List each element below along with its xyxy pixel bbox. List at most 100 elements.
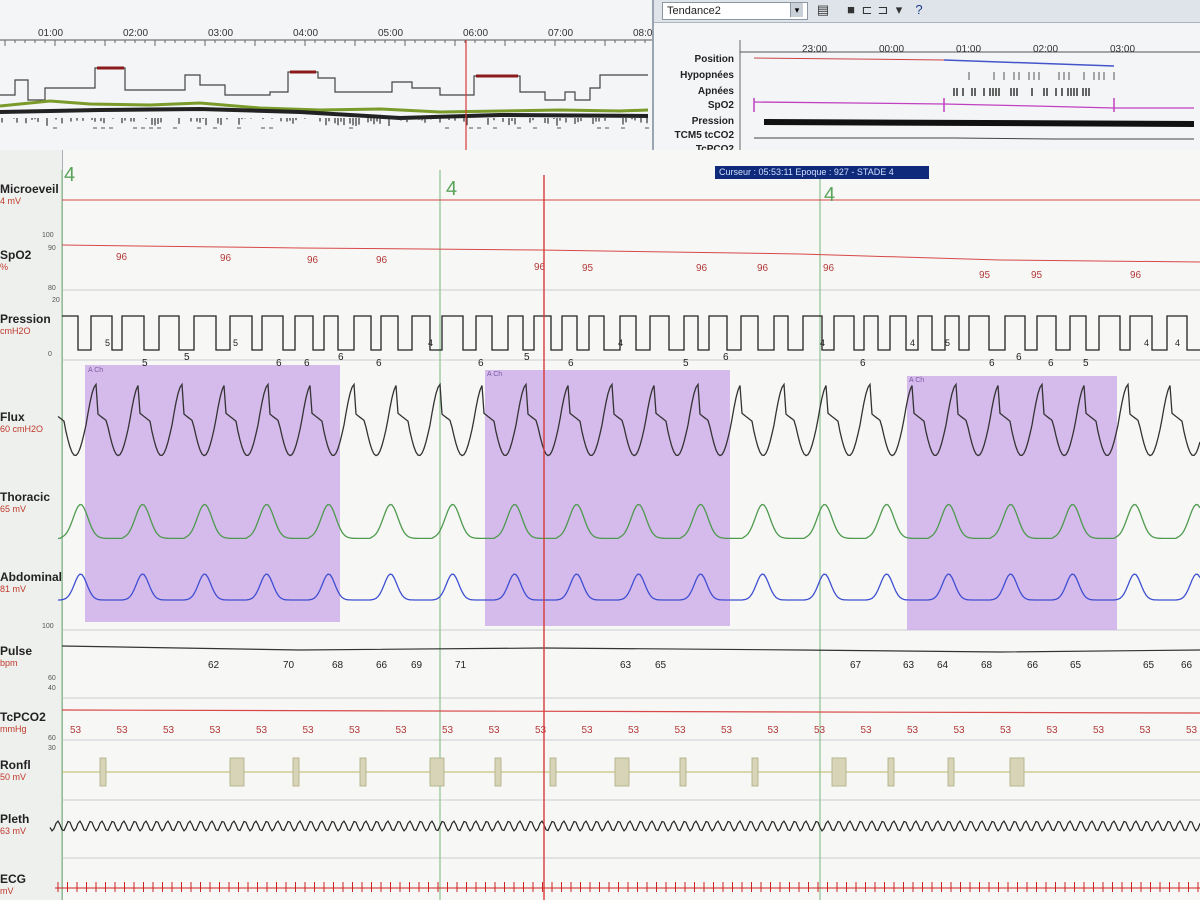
overview-time-label: 02:00 xyxy=(123,28,148,39)
tcpco2-value: 53 xyxy=(349,725,361,736)
snore-event[interactable] xyxy=(549,757,557,787)
pulse-value: 63 xyxy=(903,660,915,671)
tcpco2-value: 53 xyxy=(675,725,687,736)
folder-icon[interactable]: ⊏ xyxy=(861,2,873,17)
pulse-value: 64 xyxy=(937,660,949,671)
thoracic-trace xyxy=(58,503,1200,540)
event-apnea-box[interactable] xyxy=(85,365,340,622)
tcpco2-value: 53 xyxy=(303,725,315,736)
snore-event[interactable] xyxy=(831,757,847,787)
scale-mark: 100 xyxy=(42,232,54,239)
snore-event[interactable] xyxy=(99,757,107,787)
tcpco2-value: 53 xyxy=(70,725,82,736)
pression-value: 6 xyxy=(478,358,484,369)
spo2-value: 96 xyxy=(376,255,388,266)
overview-time-label: 01:00 xyxy=(38,28,63,39)
folder2-icon[interactable]: ⊐ xyxy=(877,2,889,17)
snore-event[interactable] xyxy=(679,757,687,787)
spo2-value: 95 xyxy=(582,263,594,274)
pulse-value: 65 xyxy=(1070,660,1082,671)
pulse-value: 66 xyxy=(1181,660,1193,671)
snore-event[interactable] xyxy=(359,757,367,787)
overview-time-label: 07:00 xyxy=(548,28,573,39)
tcpco2-value: 53 xyxy=(1140,725,1152,736)
channel-label-ronfl[interactable]: Ronfl 50 mV xyxy=(0,758,31,782)
channel-label-column: Microeveil 4 mV SpO2% Pression cmH2O Flux 6… xyxy=(0,150,63,900)
channel-label-pulse[interactable]: Pulse bpm xyxy=(0,644,33,668)
trend-select[interactable]: Tendance2 xyxy=(662,2,808,20)
tcpco2-value: 53 xyxy=(628,725,640,736)
scale-mark: 60 xyxy=(48,675,56,682)
channel-label-ecg[interactable]: ECG mV xyxy=(0,872,27,896)
pression-value: 6 xyxy=(338,352,344,363)
pression-value: 6 xyxy=(860,358,866,369)
save-icon[interactable]: ■ xyxy=(847,2,855,17)
pulse-value: 67 xyxy=(850,660,862,671)
pression-value: 6 xyxy=(1048,358,1054,369)
trend-label-apnees: Apnées xyxy=(697,86,734,97)
pulse-value: 66 xyxy=(1027,660,1039,671)
overview-time-label: 03:00 xyxy=(208,28,233,39)
pression-value: 5 xyxy=(524,352,530,363)
trend-trace-area[interactable]: 23:00 00:00 01:00 02:00 03:00 xyxy=(654,0,1200,160)
trend-label-spo2: SpO2 xyxy=(707,100,734,111)
tcpco2-value: 53 xyxy=(256,725,268,736)
trend-time-label: 03:00 xyxy=(1110,44,1135,55)
overview-panel[interactable]: 01:00 02:00 03:00 04:00 05:00 06:00 07:00 08:00 xyxy=(0,0,654,150)
scale-mark: 100 xyxy=(42,623,54,630)
cursor-info-banner: Curseur : 05:53:11 Epoque : 927 - STADE … xyxy=(715,166,929,179)
tcpco2-value: 53 xyxy=(210,725,222,736)
pression-value: 5 xyxy=(683,358,689,369)
snore-event[interactable] xyxy=(1009,757,1025,787)
channel-label-microeveil[interactable]: Microeveil 4 mV xyxy=(0,182,59,206)
tcpco2-value: 53 xyxy=(489,725,501,736)
channel-label-thoracic[interactable]: Thoracic 65 mV xyxy=(0,490,51,514)
scale-mark: 0 xyxy=(48,351,52,358)
channel-label-abdominal[interactable]: Abdominal 81 mV xyxy=(0,570,62,594)
help-icon[interactable]: ? xyxy=(915,2,923,17)
pression-value: 6 xyxy=(276,358,282,369)
channel-label-pression[interactable]: Pression cmH2O xyxy=(0,312,51,336)
event-apnea-box[interactable] xyxy=(485,370,730,626)
trash-icon[interactable]: ▾ xyxy=(895,2,903,17)
pression-value: 5 xyxy=(1083,358,1089,369)
recording-view[interactable]: Microeveil 4 mV SpO2% Pression cmH2O Flux 6… xyxy=(0,150,1200,900)
spo2-value: 96 xyxy=(534,262,546,273)
channel-label-pleth[interactable]: Pleth 63 mV xyxy=(0,812,30,836)
abdominal-trace xyxy=(58,573,1200,601)
channel-label-flux[interactable]: Flux 60 cmH2O xyxy=(0,410,44,434)
tcpco2-value: 53 xyxy=(442,725,454,736)
pulse-value: 70 xyxy=(283,660,295,671)
snore-event[interactable] xyxy=(429,757,445,787)
event-apnea-box[interactable] xyxy=(907,376,1117,630)
scale-mark: 40 xyxy=(48,685,56,692)
pression-marker: 5 xyxy=(945,338,950,348)
trend-window[interactable]: Tendance2 ▾ ▤ ■ ⊏ ⊐ ▾ ? Position Hypopné… xyxy=(654,0,1200,160)
snore-event[interactable] xyxy=(887,757,895,787)
print-icon[interactable]: ▤ xyxy=(816,2,830,17)
snore-event[interactable] xyxy=(947,757,955,787)
pulse-value: 62 xyxy=(208,660,220,671)
spo2-value: 95 xyxy=(979,270,991,281)
snore-event[interactable] xyxy=(229,757,245,787)
pression-marker: 4 xyxy=(910,338,915,348)
overview-trace-area[interactable]: 01:00 02:00 03:00 04:00 05:00 06:00 07:00 08:00 xyxy=(0,0,652,150)
snore-event[interactable] xyxy=(494,757,502,787)
tcpco2-value: 53 xyxy=(768,725,780,736)
channel-label-tcpco2[interactable]: TcPCO2 mmHg xyxy=(0,710,46,734)
pression-marker: 4 xyxy=(428,338,433,348)
stage-marker: 4 xyxy=(446,178,458,200)
snore-event[interactable] xyxy=(292,757,300,787)
tcpco2-value: 53 xyxy=(1186,725,1198,736)
channel-label-spo2[interactable]: SpO2% xyxy=(0,248,32,272)
pression-marker: 4 xyxy=(820,338,825,348)
trend-time-label: 01:00 xyxy=(956,44,981,55)
tcpco2-value: 53 xyxy=(907,725,919,736)
snore-event[interactable] xyxy=(614,757,630,787)
spo2-value: 95 xyxy=(1031,270,1043,281)
stage-marker: 4 xyxy=(824,184,836,206)
tcpco2-value: 53 xyxy=(535,725,547,736)
chevron-down-icon[interactable]: ▾ xyxy=(790,3,803,17)
snore-event[interactable] xyxy=(751,757,759,787)
